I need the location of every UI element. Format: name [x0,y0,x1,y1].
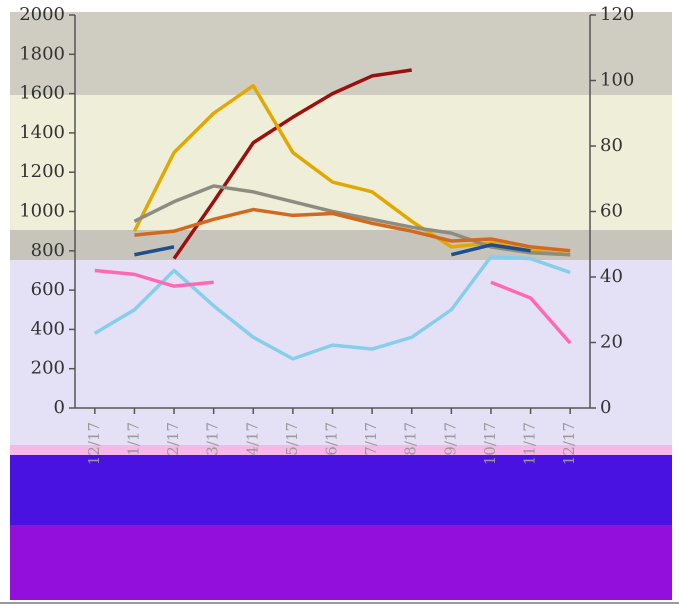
series-line [133,184,571,257]
y2-tick-label: 80 [600,135,623,156]
x-tick-label: 12/17 [560,422,578,465]
y-tick-label: 0 [54,397,65,418]
band [10,260,672,450]
y-tick-label: 1800 [19,43,65,64]
x-tick-label: 10/17 [481,422,499,465]
y2-tick-label: 20 [600,332,623,353]
series-line [93,254,571,361]
series-line [94,268,572,345]
x-tick-label: 11/17 [521,422,539,465]
x-tick-label: 8/17 [402,422,420,456]
band [10,525,672,600]
band [10,12,672,100]
y-tick-label: 1600 [19,83,65,104]
band [10,95,672,230]
band [10,445,672,457]
x-tick-label: 4/17 [243,422,261,456]
x-tick-label: 2/17 [164,422,182,456]
series-line [134,207,571,253]
y-tick-label: 200 [31,358,65,379]
x-tick-label: 7/17 [362,422,380,456]
x-tick-label: 3/17 [204,422,222,456]
y-tick-label: 1000 [19,201,65,222]
y-tick-label: 1400 [19,122,65,143]
y-tick-label: 2000 [19,4,65,25]
band [10,455,672,525]
y-tick-label: 400 [31,318,65,339]
y2-tick-label: 60 [600,201,623,222]
y2-tick-label: 40 [600,266,623,287]
band [10,230,672,260]
x-tick-label: 9/17 [441,422,459,456]
y-tick-label: 800 [31,240,65,261]
x-tick-label: 6/17 [323,422,341,456]
x-tick-label: 12/17 [85,422,103,465]
y-tick-label: 1200 [19,161,65,182]
y2-tick-label: 0 [600,397,611,418]
series-line [172,68,412,260]
y-tick-label: 600 [31,279,65,300]
series-line [134,243,531,257]
x-tick-label: 5/17 [283,422,301,456]
y2-tick-label: 100 [600,70,634,91]
y2-tick-label: 120 [600,4,634,25]
plot: 0 200 400 600 800 1000 1200 1400 1600 1800 2000 0 20… [19,4,634,465]
x-tick-label: 1/17 [124,422,142,456]
